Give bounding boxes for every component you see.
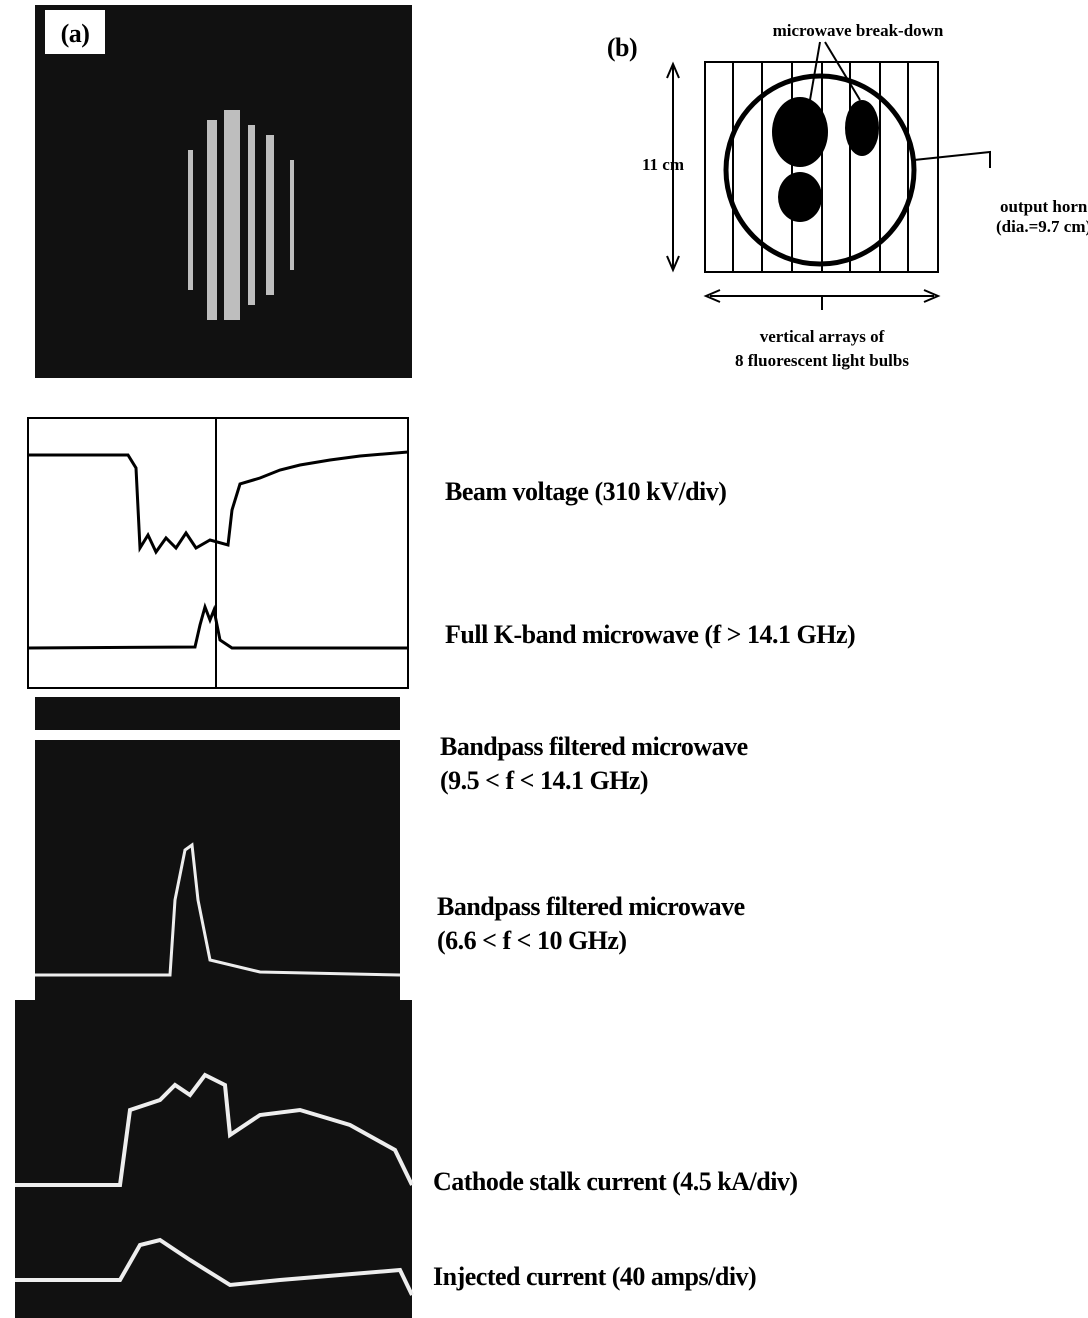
photo (15, 1000, 412, 1318)
diagram (666, 41, 991, 310)
trace (35, 842, 401, 977)
trace-label: (6.6 < f < 10 GHz) (437, 926, 627, 955)
annotation: output horn (1000, 197, 1088, 216)
trace-label: Cathode stalk current (4.5 kA/div) (433, 1167, 798, 1196)
trace (15, 1237, 414, 1296)
annotation: 8 fluorescent light bulbs (735, 351, 909, 370)
scope (27, 417, 409, 689)
photo (35, 740, 400, 1000)
photo-a (35, 5, 412, 378)
annotation: 11 cm (642, 155, 684, 174)
annotation: (dia.=9.7 cm) (996, 217, 1088, 236)
annotation: vertical arrays of (760, 327, 885, 346)
trace-label: Beam voltage (310 kV/div) (445, 477, 726, 506)
label-box (45, 10, 105, 54)
trace-label: (9.5 < f < 14.1 GHz) (440, 766, 648, 795)
trace-label: Bandpass filtered microwave (440, 732, 748, 761)
trace-label: Injected current (40 amps/div) (433, 1262, 756, 1291)
trace-label: Bandpass filtered microwave (437, 892, 745, 921)
panel-label: (a) (61, 19, 90, 48)
fringes (188, 110, 294, 320)
panel-label: (b) (607, 33, 637, 62)
trace (15, 1072, 414, 1187)
annotation: microwave break-down (773, 21, 944, 40)
photo (35, 697, 400, 730)
trace-label: Full K-band microwave (f > 14.1 GHz) (445, 620, 855, 649)
breakdown-spots (772, 97, 879, 222)
